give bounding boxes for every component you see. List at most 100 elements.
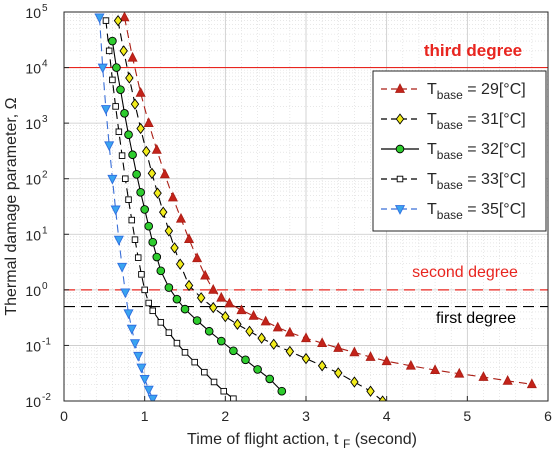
x-tick-label: 2	[221, 408, 229, 424]
data-point	[113, 14, 123, 27]
data-point	[334, 367, 343, 379]
y-tick-label-exponent: 4	[42, 59, 48, 70]
data-point	[100, 105, 111, 115]
data-point	[526, 378, 537, 389]
y-tick-label: 10	[25, 5, 41, 21]
data-point	[317, 360, 327, 372]
data-point	[151, 144, 162, 154]
y-tick-label: 10	[25, 116, 41, 132]
data-point	[135, 87, 146, 97]
data-point	[260, 315, 271, 326]
legend-label: Tbase = 35[°C]	[427, 201, 526, 222]
data-point	[172, 294, 182, 304]
data-point	[208, 283, 219, 294]
data-point	[138, 271, 145, 278]
series-4	[94, 13, 158, 401]
y-tick-label-exponent: 1	[42, 225, 48, 236]
data-point	[140, 205, 149, 214]
legend-marker	[394, 83, 406, 93]
data-point	[139, 374, 150, 385]
y-axis-label: Thermal damage parameter, Ω	[3, 97, 20, 315]
data-point	[277, 386, 287, 396]
data-point	[105, 47, 113, 55]
data-point	[127, 51, 138, 62]
data-point	[204, 326, 214, 336]
data-point	[196, 292, 206, 304]
data-point	[117, 262, 128, 273]
legend-marker	[396, 175, 404, 183]
data-point	[265, 374, 275, 384]
data-point	[284, 326, 295, 337]
legend-entry-1: Tbase = 31[°C]	[381, 111, 526, 132]
data-point	[209, 301, 218, 314]
data-point	[113, 235, 124, 246]
legend-entry-3: Tbase = 33[°C]	[381, 171, 526, 192]
data-point	[119, 45, 128, 57]
legend-marker	[394, 205, 406, 215]
data-point	[109, 76, 116, 84]
data-point	[366, 385, 375, 397]
data-point	[153, 187, 162, 199]
legend-label: Tbase = 32[°C]	[427, 141, 526, 162]
data-point	[349, 346, 360, 357]
data-point	[164, 225, 174, 237]
y-tick-label-exponent: -1	[42, 336, 51, 347]
data-point	[112, 103, 119, 110]
data-point	[192, 252, 203, 263]
data-point	[405, 359, 416, 370]
threshold-label-0: third degree	[424, 41, 522, 60]
data-point	[159, 206, 168, 218]
x-tick-label: 5	[463, 408, 471, 424]
data-point	[130, 98, 140, 110]
data-point	[165, 329, 173, 336]
data-point	[94, 13, 105, 24]
data-point	[200, 269, 211, 280]
y-tick-label-exponent: 0	[42, 281, 48, 292]
x-tick-label: 6	[544, 408, 552, 424]
data-point	[145, 299, 152, 307]
data-point	[159, 168, 170, 179]
legend-label: Tbase = 29[°C]	[427, 81, 526, 102]
data-point	[285, 345, 295, 358]
data-point	[141, 286, 148, 294]
data-point	[112, 63, 121, 72]
data-point	[144, 221, 154, 231]
x-axis-label: Time of flight action, t F (second)	[187, 431, 417, 451]
data-point	[216, 336, 226, 346]
data-point	[221, 310, 230, 323]
data-point	[147, 167, 157, 179]
series-line-3	[105, 20, 234, 400]
legend-marker	[395, 113, 405, 125]
y-tick-label-exponent: 5	[42, 3, 48, 14]
data-point	[131, 236, 139, 243]
data-point	[148, 237, 158, 247]
data-point	[108, 36, 117, 46]
data-point	[128, 150, 137, 160]
legend-entry-4: Tbase = 35[°C]	[381, 201, 526, 222]
data-point	[378, 395, 387, 401]
data-point	[123, 309, 134, 320]
data-point	[136, 122, 145, 135]
data-point	[116, 85, 125, 95]
data-point	[365, 351, 376, 361]
series-1	[113, 14, 387, 401]
data-point	[454, 367, 465, 378]
y-tick-label-exponent: 2	[42, 170, 48, 181]
data-point	[269, 338, 278, 350]
data-point	[233, 318, 242, 330]
data-point	[350, 376, 359, 388]
data-point	[156, 266, 166, 276]
series-2	[108, 36, 287, 396]
data-point	[236, 304, 247, 315]
data-point	[301, 352, 311, 365]
data-point	[430, 364, 441, 374]
data-point	[126, 324, 137, 335]
x-tick-label: 0	[60, 408, 68, 424]
data-point	[147, 394, 158, 401]
data-point	[257, 332, 266, 344]
data-point	[245, 325, 254, 337]
data-point	[107, 174, 118, 185]
data-point	[122, 175, 129, 182]
data-point	[157, 319, 165, 326]
